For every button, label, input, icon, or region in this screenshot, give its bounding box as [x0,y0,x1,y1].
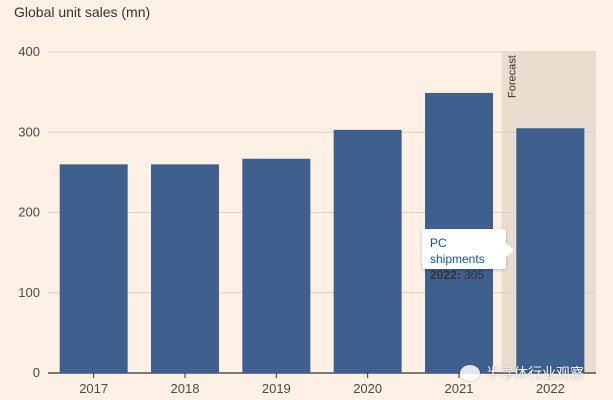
x-tick-2018: 2018 [171,381,200,396]
watermark-text: 半导体行业观察 [486,365,584,381]
y-tick-0: 0 [33,365,40,380]
wechat-icon [460,365,480,381]
x-tick-2021: 2021 [445,381,474,396]
x-tick-2020: 2020 [353,381,382,396]
bar-2020 [333,129,402,373]
tooltip-year: 2022 [430,268,457,282]
x-tick-2017: 2017 [79,381,108,396]
y-tick-300: 300 [18,124,40,139]
y-tick-labels: 0 100 200 300 400 [18,44,40,380]
bars [59,92,585,374]
bar-2019 [242,158,311,373]
bar-2018 [151,164,219,373]
y-tick-400: 400 [18,44,40,59]
x-tick-2019: 2019 [262,381,291,396]
gridlines [48,51,596,374]
forecast-label: Forecast [507,55,519,98]
y-tick-200: 200 [18,205,40,220]
tooltip-series: PC shipments [430,236,485,266]
x-tick-2022: 2022 [536,381,565,396]
watermark: 半导体行业观察 [460,363,584,383]
tooltip-colon: : [456,268,461,282]
tooltip-value: 305 [464,268,485,282]
chart-title: Global unit sales (mn) [14,4,150,20]
tooltip: PC shipments 2022: 305 [422,229,514,282]
bar-2022 [516,128,585,373]
bar-2017 [59,164,128,373]
y-tick-100: 100 [18,285,40,300]
x-tick-labels: 2017 2018 2019 2020 2021 2022 [79,373,565,396]
